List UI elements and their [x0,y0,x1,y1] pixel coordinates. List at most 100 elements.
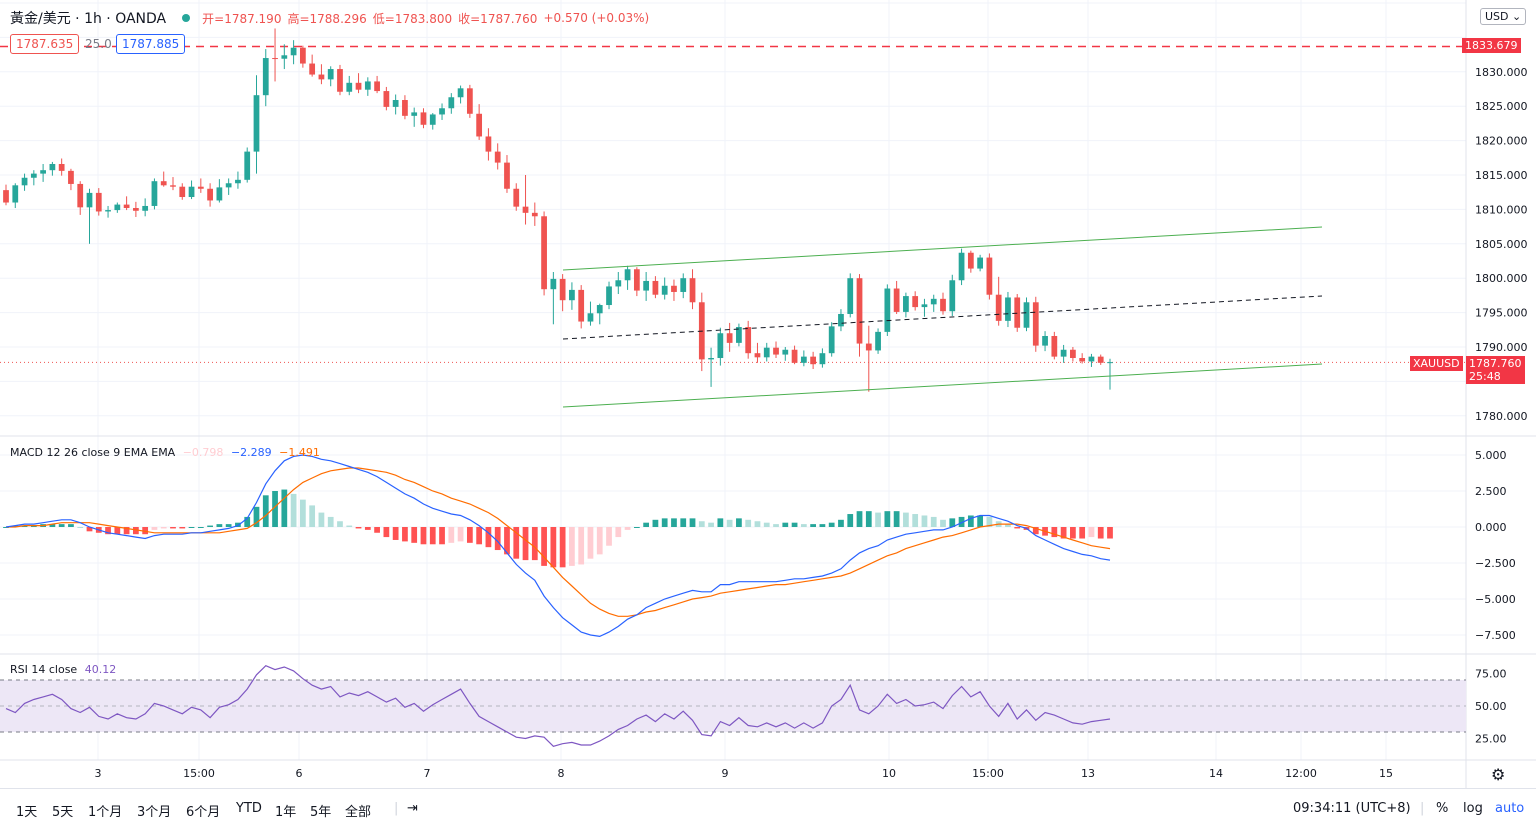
candle[interactable] [188,180,195,200]
candle[interactable] [12,183,19,209]
candles[interactable] [3,28,1113,392]
range-5d[interactable]: 5天 [52,805,74,820]
candle[interactable] [327,66,334,87]
candle[interactable] [596,303,603,325]
candle[interactable] [411,107,418,127]
candle[interactable] [875,328,881,354]
candle[interactable] [847,273,854,318]
candle[interactable] [68,168,74,191]
candle[interactable] [262,49,269,107]
candle[interactable] [578,285,585,329]
candle[interactable] [290,40,297,65]
candle[interactable] [828,322,835,357]
candle[interactable] [1070,347,1076,362]
candle[interactable] [643,272,650,301]
candle[interactable] [633,267,640,297]
candle[interactable] [420,108,427,129]
range-1m[interactable]: 1个月 [88,805,123,820]
range-all[interactable]: 全部 [345,805,372,820]
candle[interactable] [986,253,993,300]
clock[interactable]: 09:34:11 (UTC+8) [1293,801,1411,816]
candle[interactable] [606,281,612,310]
range-ytd[interactable]: YTD [236,801,262,816]
range-1y[interactable]: 1年 [275,805,297,820]
parallel-channel[interactable] [562,226,1323,408]
range-6m[interactable]: 6个月 [186,805,221,820]
candle[interactable] [782,347,789,361]
candle[interactable] [281,44,288,70]
channel-upper-line[interactable] [562,226,1323,271]
candle[interactable] [698,292,705,372]
candle[interactable] [49,161,56,176]
candle[interactable] [550,272,557,325]
candle[interactable] [309,54,316,77]
channel-mid-line[interactable] [562,295,1323,340]
candle[interactable] [337,64,343,96]
range-1d[interactable]: 1天 [16,805,38,820]
candle[interactable] [392,94,399,115]
candle[interactable] [225,178,232,195]
candle[interactable] [615,272,622,295]
candle[interactable] [912,291,919,311]
candle[interactable] [86,188,93,244]
candle[interactable] [207,183,213,207]
candle[interactable] [466,84,473,118]
candle[interactable] [197,178,204,193]
candle[interactable] [1051,331,1058,360]
candle[interactable] [995,276,1002,326]
candle[interactable] [457,85,464,104]
candle[interactable] [504,155,510,193]
candle[interactable] [105,205,111,218]
candle[interactable] [921,298,928,317]
candle[interactable] [689,269,696,310]
symbol-title[interactable]: 黃金/美元 · 1h · OANDA [10,11,167,27]
candle[interactable] [1097,354,1104,365]
candle[interactable] [364,77,371,96]
candle[interactable] [476,104,483,140]
candle[interactable] [244,147,251,183]
candle[interactable] [40,163,46,182]
auto-toggle[interactable]: auto [1495,801,1525,816]
candle[interactable] [253,75,260,174]
candle[interactable] [726,322,733,352]
candle[interactable] [513,183,520,211]
candle[interactable] [272,28,278,82]
candle[interactable] [763,342,770,362]
candle[interactable] [652,276,659,299]
candle[interactable] [949,274,956,317]
candle[interactable] [754,342,761,363]
macd-pane[interactable] [3,454,1113,638]
candle[interactable] [179,183,186,200]
candle[interactable] [624,265,631,290]
buy-button[interactable]: 1787.885 [116,34,186,54]
candle[interactable] [1107,358,1113,390]
candle[interactable] [680,273,687,299]
candle[interactable] [123,196,130,211]
alert-price-tag[interactable]: 1833.679 [1462,38,1521,53]
candle[interactable] [717,327,724,366]
rsi-legend[interactable]: RSI 14 close 40.12 [10,663,116,676]
candle[interactable] [299,45,306,68]
candle[interactable] [810,351,817,370]
percent-toggle[interactable]: % [1436,801,1449,816]
candle[interactable] [671,279,677,301]
candle[interactable] [958,248,965,286]
candle[interactable] [439,103,445,120]
goto-date-icon[interactable]: ⇥ [407,801,418,816]
candle[interactable] [383,86,390,111]
candle[interactable] [522,175,529,225]
candle[interactable] [736,323,742,347]
candle[interactable] [531,202,538,226]
candle[interactable] [819,348,826,368]
candle[interactable] [114,202,121,213]
candle[interactable] [1079,353,1086,364]
candle[interactable] [1042,331,1048,352]
candle[interactable] [856,274,863,357]
candle[interactable] [1023,297,1030,332]
candle[interactable] [661,277,668,300]
range-5y[interactable]: 5年 [310,805,332,820]
rsi-pane[interactable] [0,664,1466,747]
candle[interactable] [977,254,983,272]
candle[interactable] [151,178,158,210]
